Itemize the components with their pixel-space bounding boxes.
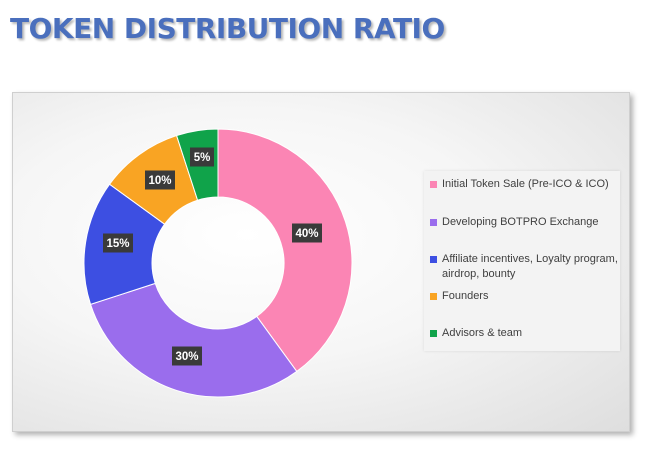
legend-swatch: [430, 181, 437, 188]
legend-swatch: [430, 330, 437, 337]
legend-label: Developing BOTPRO Exchange: [442, 216, 599, 228]
data-label-text: 30%: [175, 351, 198, 363]
data-label-text: 15%: [106, 238, 129, 250]
data-label-box: [292, 223, 322, 243]
legend-item-developing-exchange: Developing BOTPRO Exchange: [430, 215, 618, 230]
legend-item-advisors-team: Advisors & team: [430, 326, 618, 341]
data-label-initial-token-sale: 40%: [292, 223, 322, 243]
legend-label: Initial Token Sale (Pre-ICO & ICO): [442, 178, 609, 190]
donut-chart: 40% 30% 15% 10% 5%: [83, 128, 353, 398]
data-label-text: 40%: [295, 228, 318, 240]
legend-label: Advisors & team: [442, 327, 523, 339]
data-label-box: [190, 147, 214, 167]
chart-area: 40% 30% 15% 10% 5% Initial Token Sale (Pre-I…: [12, 92, 630, 432]
data-label-developing-exchange: 30%: [172, 346, 202, 366]
legend-swatch: [430, 219, 437, 226]
data-label-founders: 10%: [145, 170, 175, 190]
legend-label: Founders: [442, 290, 489, 302]
donut-slice-developing-exchange: [89, 282, 298, 398]
legend-swatch: [430, 256, 437, 263]
legend-swatch: [430, 293, 437, 300]
legend-label: Affiliate incentives, Loyalty program, a…: [442, 253, 618, 280]
data-label-text: 5%: [194, 152, 211, 164]
data-label-box: [103, 233, 133, 253]
data-label-text: 10%: [148, 175, 171, 187]
data-label-advisors-team: 5%: [190, 147, 214, 167]
legend-item-affiliate-incentives: Affiliate incentives, Loyalty program, a…: [430, 252, 618, 282]
data-label-box: [145, 170, 175, 190]
chart-legend: Initial Token Sale (Pre-ICO & ICO) Devel…: [424, 171, 620, 351]
legend-item-founders: Founders: [430, 289, 618, 304]
data-label-box: [172, 346, 202, 366]
donut-slice-initial-token-sale: [217, 128, 353, 373]
data-label-affiliate-incentives: 15%: [103, 233, 133, 253]
legend-item-initial-token-sale: Initial Token Sale (Pre-ICO & ICO): [430, 177, 618, 192]
page-title: TOKEN DISTRIBUTION RATIO: [10, 12, 445, 45]
